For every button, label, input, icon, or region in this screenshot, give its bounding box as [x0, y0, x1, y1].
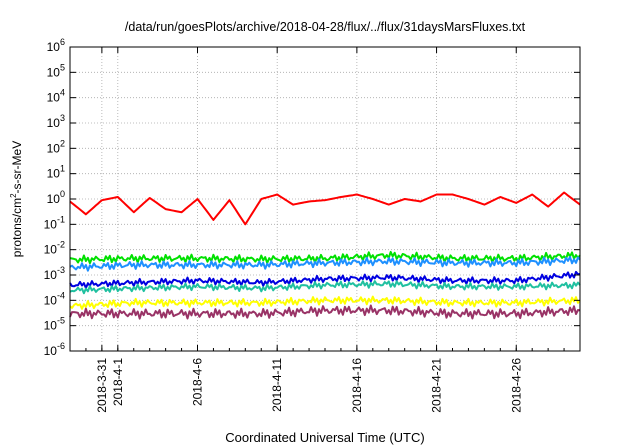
- y-tick-label: 10-1: [44, 214, 65, 231]
- x-axis-title: Coordinated Universal Time (UTC): [225, 430, 424, 445]
- y-tick-label: 10-2: [44, 240, 65, 257]
- series-line: [69, 304, 581, 320]
- y-tick-label: 102: [47, 138, 65, 155]
- y-axis-title: protons/cm2-s-sr-MeV: [9, 141, 24, 257]
- y-tick-label: 105: [47, 62, 65, 79]
- x-tick-label: 2018-4-11: [270, 358, 284, 412]
- y-tick-label: 104: [47, 88, 65, 105]
- x-tick-label: 2018-4-1: [111, 358, 125, 406]
- y-tick-label: 103: [47, 113, 65, 130]
- y-axis: 10-6 10-5 10-4 10-3 10-2 10-1 100 101 102 103 104 1…: [44, 37, 580, 358]
- x-tick-label: 2018-4-26: [509, 358, 523, 413]
- series-line: [69, 250, 581, 265]
- chart-title: /data/run/goesPlots/archive/2018-04-28/f…: [125, 20, 526, 34]
- x-tick-label: 2018-3-31: [95, 358, 109, 413]
- y-tick-label: 106: [47, 37, 65, 54]
- x-axis: 2018-3-31 2018-4-1 2018-4-6 2018-4-11 2018-4…: [69, 47, 581, 413]
- series-line: [69, 295, 581, 310]
- x-tick-label: 2018-4-16: [350, 358, 364, 413]
- series-layer: [69, 191, 581, 320]
- x-tick-label: 2018-4-6: [191, 358, 205, 406]
- y-tick-label: 100: [47, 189, 65, 206]
- series-line: [69, 255, 581, 272]
- series-line: [69, 270, 581, 289]
- y-tick-label: 101: [47, 164, 65, 181]
- series-line: [69, 191, 581, 226]
- series-line: [69, 280, 581, 295]
- y-tick-label: 10-3: [44, 265, 65, 282]
- y-tick-label: 10-6: [44, 341, 65, 358]
- y-tick-label: 10-5: [44, 316, 65, 333]
- y-tick-label: 10-4: [44, 290, 65, 307]
- x-tick-label: 2018-4-21: [430, 358, 444, 413]
